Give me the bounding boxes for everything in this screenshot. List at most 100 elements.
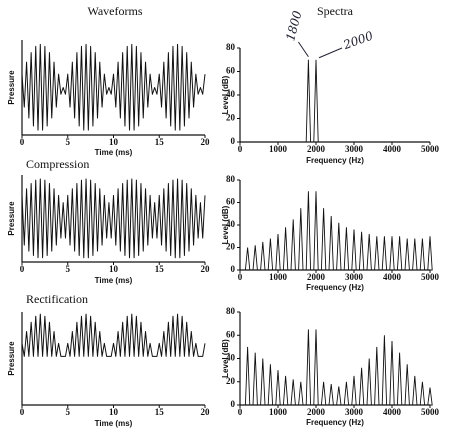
spectral-line [260,241,266,271]
spectral-line [419,238,426,271]
x-tick-label: 0 [238,272,243,282]
x-tick-label: 2000 [307,144,326,154]
y-tick-label: 60 [226,197,236,207]
x-tick-label: 20 [201,137,211,147]
x-axis-label: Time (ms) [95,419,133,428]
spectral-line [351,229,357,271]
y-tick-label: 40 [226,353,236,363]
spectral-line [374,236,380,271]
annotation-line [297,41,309,58]
y-tick-label: 80 [226,42,236,52]
x-tick-label: 1000 [269,272,288,282]
x-tick-label: 15 [155,137,165,147]
x-tick-label: 2000 [307,272,326,282]
spectral-line [389,341,395,406]
spectral-line [419,381,426,406]
spectral-line [298,381,304,406]
spectral-line [305,191,312,271]
spectral-line [366,233,372,271]
spectral-line [328,384,334,406]
spectral-line [389,236,395,271]
y-tick-label: 0 [231,136,236,146]
spectral-line [374,346,380,406]
x-tick-label: 20 [201,407,211,417]
spectral-line [275,233,281,271]
annotation-line [318,47,343,59]
spectral-line [252,352,258,406]
chart-title: Compression [26,157,89,171]
y-tick-label: 80 [226,174,236,184]
x-tick-label: 1000 [269,144,288,154]
spectral-line [396,352,403,406]
x-tick-label: 5 [66,264,71,274]
y-tick-label: 60 [226,329,236,339]
x-tick-label: 0 [20,407,25,417]
waveform [21,178,206,259]
spectral-line [351,375,357,406]
x-tick-label: 0 [238,144,243,154]
spectral-line [343,227,350,271]
chart-title: Spectra [317,4,354,18]
spectral-line [267,364,274,406]
spectral-line [328,215,334,271]
x-axis-label: Frequency (Hz) [306,283,364,292]
spectral-line [313,59,319,143]
x-tick-label: 10 [109,407,119,417]
spectral-line [320,381,327,406]
spectral-line [381,236,388,271]
waveform [21,313,206,357]
spectral-line [427,387,433,406]
spectral-line [412,238,418,271]
x-tick-label: 5000 [421,144,440,154]
spectral-line [381,335,388,406]
spectral-line [396,236,403,271]
y-axis-label: Level (dB) [221,205,230,244]
spectral-line [305,329,312,406]
y-axis-label: Level (dB) [221,339,230,378]
spectral-line [412,375,418,406]
spectral-line [282,227,289,271]
spectral-line [260,358,266,406]
x-tick-label: 0 [20,264,25,274]
y-tick-label: 40 [226,219,236,229]
spectral-line [275,370,281,406]
x-tick-label: 10 [109,137,119,147]
x-tick-label: 2000 [307,407,326,417]
x-tick-label: 5000 [421,272,440,282]
x-tick-label: 10 [109,264,119,274]
spectral-line [290,219,296,271]
x-tick-label: 15 [155,407,165,417]
spectral-line [290,379,296,406]
x-tick-label: 20 [201,264,211,274]
spectral-line [427,236,433,271]
spectral-line [244,247,251,271]
y-axis-label: Level (dB) [221,75,230,114]
x-tick-label: 0 [20,137,25,147]
x-tick-label: 1000 [269,407,288,417]
y-tick-label: 0 [231,264,236,274]
x-tick-label: 3000 [345,272,364,282]
chart-title: Rectification [26,292,88,306]
x-tick-label: 0 [238,407,243,417]
x-tick-label: 5000 [421,407,440,417]
spectral-line [358,367,365,406]
spectral-line [298,208,304,271]
x-tick-label: 5 [66,137,71,147]
y-tick-label: 60 [226,66,236,76]
chart-title: Waveforms [87,4,142,18]
y-tick-label: 80 [226,306,236,316]
spectral-line [366,358,372,406]
x-axis-label: Time (ms) [95,276,133,285]
x-axis-label: Frequency (Hz) [306,156,364,165]
spectral-line [336,222,342,271]
waveform [21,43,206,131]
y-axis-label: Pressure [7,70,16,105]
spectral-line [404,238,410,271]
spectral-line [336,386,342,406]
spectral-line [343,381,350,406]
y-axis-label: Pressure [7,341,16,376]
spectral-line [305,59,312,143]
x-tick-label: 5 [66,407,71,417]
x-tick-label: 4000 [383,144,402,154]
